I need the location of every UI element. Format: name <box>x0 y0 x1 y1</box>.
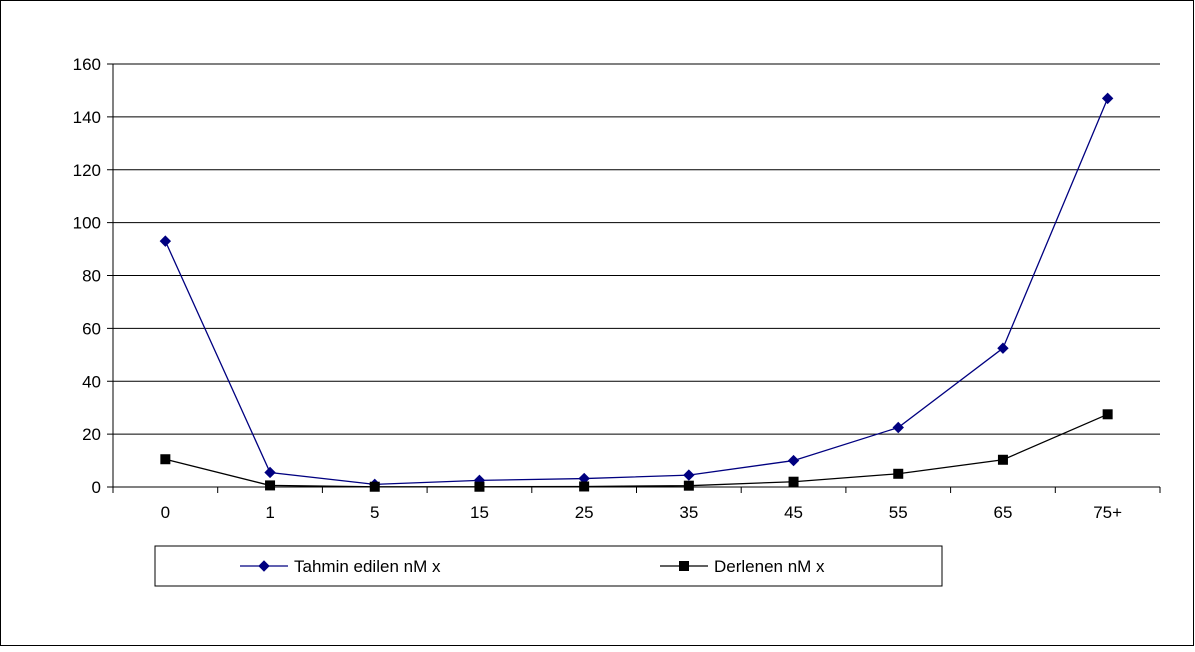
x-tick-label: 5 <box>370 503 379 522</box>
series-2 <box>160 409 1113 492</box>
data-point <box>997 342 1009 354</box>
x-tick-label: 1 <box>265 503 274 522</box>
y-tick-label: 160 <box>73 55 101 74</box>
legend-label: Derlenen nM x <box>714 557 825 576</box>
data-point <box>997 454 1008 465</box>
y-tick-label: 0 <box>92 478 101 497</box>
data-point <box>160 454 171 465</box>
data-point <box>1101 92 1114 105</box>
y-tick-label: 120 <box>73 161 101 180</box>
x-tick-label: 25 <box>575 503 594 522</box>
x-tick-label: 55 <box>889 503 908 522</box>
x-tick-label: 75+ <box>1093 503 1122 522</box>
data-point <box>264 466 276 479</box>
data-point <box>892 421 904 434</box>
x-tick-label: 0 <box>161 503 170 522</box>
y-tick-label: 80 <box>82 267 101 286</box>
legend-entry-2: Derlenen nM x <box>660 557 825 576</box>
y-tick-label: 20 <box>82 425 101 444</box>
legend-label: Tahmin edilen nM x <box>294 557 441 576</box>
x-tick-label: 35 <box>679 503 698 522</box>
axes <box>107 63 1161 493</box>
data-point <box>893 468 904 479</box>
series-layer <box>159 92 1114 492</box>
legend: Tahmin edilen nM x Derlenen nM x <box>154 545 943 587</box>
data-point <box>474 481 485 492</box>
data-point <box>159 235 172 247</box>
series-line <box>165 413 1108 488</box>
x-tick-label: 65 <box>993 503 1012 522</box>
data-point <box>265 480 276 491</box>
x-tick-label: 15 <box>470 503 489 522</box>
y-tick-label: 60 <box>82 319 101 338</box>
y-tick-labels: 0 20 40 60 80 100 120 140 160 <box>73 55 101 497</box>
data-point <box>683 480 694 491</box>
x-tick-labels: 0 1 5 15 25 35 45 55 65 75+ <box>161 503 1123 522</box>
data-point <box>787 454 800 467</box>
data-point <box>683 469 695 481</box>
y-tick-label: 140 <box>73 108 101 127</box>
y-tick-label: 40 <box>82 372 101 391</box>
data-point <box>579 481 590 492</box>
x-tick-label: 45 <box>784 503 803 522</box>
series-line <box>164 98 1109 486</box>
y-tick-label: 100 <box>73 214 101 233</box>
legend-marker <box>679 561 689 571</box>
data-point <box>788 476 799 487</box>
data-point <box>369 481 380 492</box>
legend-marker <box>258 560 270 572</box>
data-point <box>1102 409 1113 420</box>
legend-entry-1: Tahmin edilen nM x <box>240 557 441 576</box>
